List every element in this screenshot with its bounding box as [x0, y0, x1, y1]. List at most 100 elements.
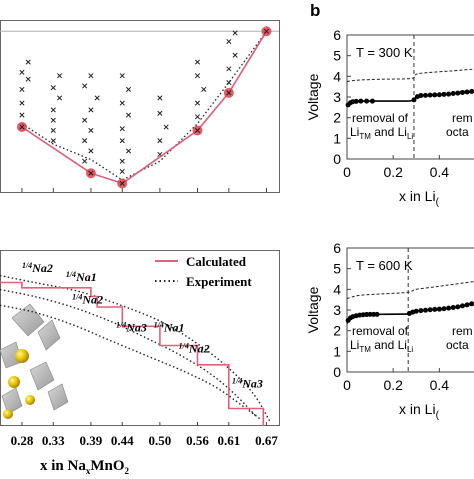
step-xlabel-tail: MnO — [90, 458, 124, 474]
voltage-y-tick-label: 5 — [333, 261, 341, 277]
voltage-data-point — [418, 93, 424, 99]
step-x-tick-label: 0.28 — [11, 433, 34, 448]
region-right-line1: rem — [452, 111, 473, 125]
step-calculated-line — [0, 281, 265, 426]
structure-energy-marker — [50, 85, 56, 91]
structure-energy-marker — [194, 114, 201, 120]
voltage-y-tick-label: 0 — [333, 151, 341, 167]
voltage-y-tick-label: 3 — [333, 302, 341, 318]
structure-energy-marker — [226, 66, 232, 72]
phase-label-fraction: 1/4 — [66, 270, 76, 279]
voltage-data-point — [423, 307, 429, 313]
region-left-tm: TM — [359, 345, 371, 354]
region-left-and: and Li — [371, 338, 407, 352]
step-x-tick-label: 0.67 — [255, 433, 278, 448]
voltage-data-point — [367, 311, 373, 317]
voltage-y-axis-label: Voltage — [305, 73, 321, 120]
voltage-data-point — [427, 307, 433, 313]
structure-energy-marker — [82, 138, 88, 144]
voltage-data-point — [464, 89, 470, 95]
temperature-annotation: T = 300 K — [356, 45, 413, 60]
phase-label-name: Na3 — [125, 321, 147, 335]
temperature-annotation: T = 600 K — [356, 258, 413, 273]
voltage-x-axis-label: x in Li( — [399, 188, 440, 208]
phase-label: 1/4Na2 — [72, 293, 103, 307]
voltage-data-point — [364, 98, 370, 104]
voltage-data-point — [353, 98, 359, 104]
step-x-ticks: 0.28 0.33 0.39 0.44 0.50 0.56 0.61 0.67 — [11, 422, 278, 448]
voltage-xlabel-prefix: x in Li — [399, 401, 436, 417]
phase-label-fraction: 1/4 — [72, 293, 82, 302]
step-x-tick-label: 0.33 — [42, 433, 65, 448]
structure-energy-marker — [125, 148, 132, 154]
hull-ground-state-cross — [226, 90, 232, 96]
structure-energy-marker — [25, 76, 31, 82]
voltage-y-tick-label: 4 — [333, 281, 341, 297]
voltage-data-point — [450, 305, 456, 311]
structure-energy-marker — [157, 138, 163, 144]
structure-energy-marker — [19, 69, 25, 75]
structure-energy-marker — [119, 158, 125, 164]
region-left-li: Li — [350, 125, 359, 139]
voltage-data-point — [436, 306, 442, 312]
step-x-tick-label: 0.61 — [217, 433, 240, 448]
structure-energy-marker — [194, 73, 201, 79]
voltage-data-point — [427, 92, 433, 98]
phase-label: 1/4Na3 — [116, 321, 147, 335]
hull-ground-state-cross — [119, 180, 125, 187]
region-left-line2: LiTM and LiLi — [350, 125, 413, 141]
structure-energy-marker — [50, 117, 56, 123]
voltage-data-point — [374, 311, 380, 317]
crystal-structure-inset — [0, 303, 69, 419]
voltage-y-tick-label: 1 — [333, 130, 341, 146]
structure-energy-marker — [163, 124, 169, 130]
hull-ground-state-cross — [19, 124, 25, 130]
voltage-y-tick-label: 2 — [333, 110, 341, 126]
structure-energy-marker — [119, 126, 125, 132]
structure-energy-marker — [201, 86, 207, 92]
structure-energy-marker — [157, 95, 163, 101]
structure-energy-marker — [82, 158, 88, 164]
structure-energy-marker — [19, 100, 25, 106]
structure-energy-marker — [232, 30, 238, 36]
hull-ground-state-cross — [88, 170, 94, 176]
voltage-y-tick-label: 0 — [333, 364, 341, 380]
phase-label-fraction: 1/4 — [154, 321, 164, 330]
voltage-data-point — [418, 308, 424, 314]
voltage-dashed-curve — [346, 68, 474, 82]
voltage-data-point — [441, 306, 447, 312]
phase-label-name: Na1 — [75, 270, 97, 284]
panel-label-b: b — [310, 1, 320, 20]
region-right-line2: octa — [446, 125, 469, 139]
legend-calculated-label: Calculated — [186, 254, 247, 269]
phase-label: 1/4Na3 — [232, 377, 263, 391]
hull-chart — [0, 20, 280, 193]
phase-label-name: Na1 — [163, 321, 185, 335]
step-xlabel-tail-sub: 2 — [125, 466, 130, 474]
phase-label-name: Na3 — [241, 377, 263, 391]
hull-plot-frame — [0, 20, 280, 193]
voltage-x-tick-label: 0 — [343, 377, 351, 393]
region-left-li-sub: Li — [407, 132, 413, 141]
region-left-line1: removal of — [352, 324, 409, 338]
structure-energy-marker — [232, 52, 238, 58]
region-left-and: and Li — [371, 125, 407, 139]
step-x-tick-label: 0.44 — [111, 433, 134, 448]
structure-energy-marker — [125, 86, 132, 92]
step-xlabel-main: x in Na — [40, 458, 86, 474]
voltage-x-tick-label: 0.2 — [383, 377, 403, 393]
structure-energy-marker — [57, 73, 63, 79]
voltage-data-point — [469, 301, 474, 307]
phase-label-name: Na2 — [188, 342, 210, 356]
hull-data-layer — [0, 26, 279, 189]
legend-experiment-label: Experiment — [186, 274, 252, 289]
structure-energy-marker — [94, 95, 100, 101]
voltage-y-tick-label: 6 — [333, 27, 341, 43]
voltage-y-tick-label: 6 — [333, 240, 341, 256]
phase-label-fraction: 1/4 — [22, 261, 32, 270]
voltage-data-point — [436, 92, 442, 98]
phase-label: 1/4Na2 — [22, 261, 53, 275]
region-left-line2: LiTM and LiLi — [350, 338, 413, 354]
